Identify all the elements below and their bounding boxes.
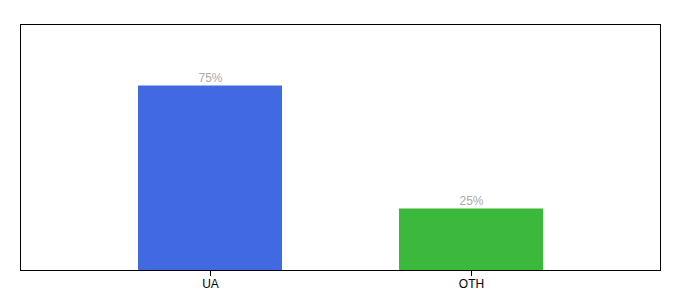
svg-text:75%: 75%	[198, 71, 222, 85]
svg-text:UA: UA	[202, 277, 219, 291]
svg-text:25%: 25%	[459, 194, 483, 208]
svg-text:OTH: OTH	[459, 277, 484, 291]
